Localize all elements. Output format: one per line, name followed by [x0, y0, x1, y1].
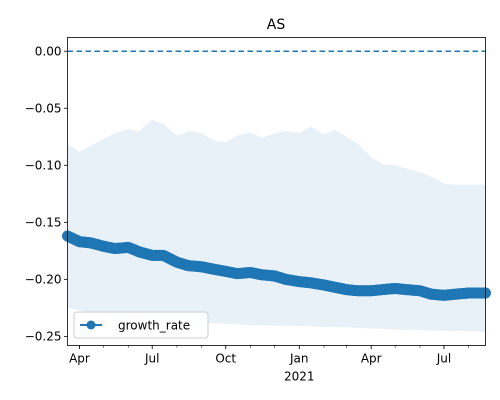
confidence-band-layer	[67, 119, 486, 332]
chart-title: AS	[267, 17, 286, 33]
y-tick-label: −0.15	[25, 216, 62, 230]
y-tick-label: −0.25	[25, 330, 62, 344]
legend-marker-icon	[86, 320, 96, 330]
confidence-band	[67, 119, 486, 332]
y-tick-label: −0.20	[25, 273, 62, 287]
y-tick-label: 0.00	[35, 44, 62, 58]
x-year-label: 2021	[284, 370, 315, 384]
x-tick-label: Jul	[144, 352, 159, 366]
y-axis: 0.00 −0.05 −0.10 −0.15 −0.20 −0.25	[25, 44, 68, 344]
x-tick-label: Apr	[361, 352, 382, 366]
x-tick-label: Oct	[215, 352, 236, 366]
legend: growth_rate	[73, 311, 209, 339]
y-tick-label: −0.10	[25, 159, 62, 173]
x-axis: Apr Jul Oct Jan Apr Jul 2021	[69, 345, 470, 384]
legend-label: growth_rate	[118, 319, 190, 333]
x-tick-label: Apr	[69, 352, 90, 366]
x-tick-label: Jul	[436, 352, 451, 366]
series-layer	[62, 230, 491, 301]
legend-box	[73, 311, 209, 339]
y-tick-label: −0.05	[25, 102, 62, 116]
plot-frame	[67, 37, 486, 346]
x-tick-label: Jan	[289, 352, 309, 366]
